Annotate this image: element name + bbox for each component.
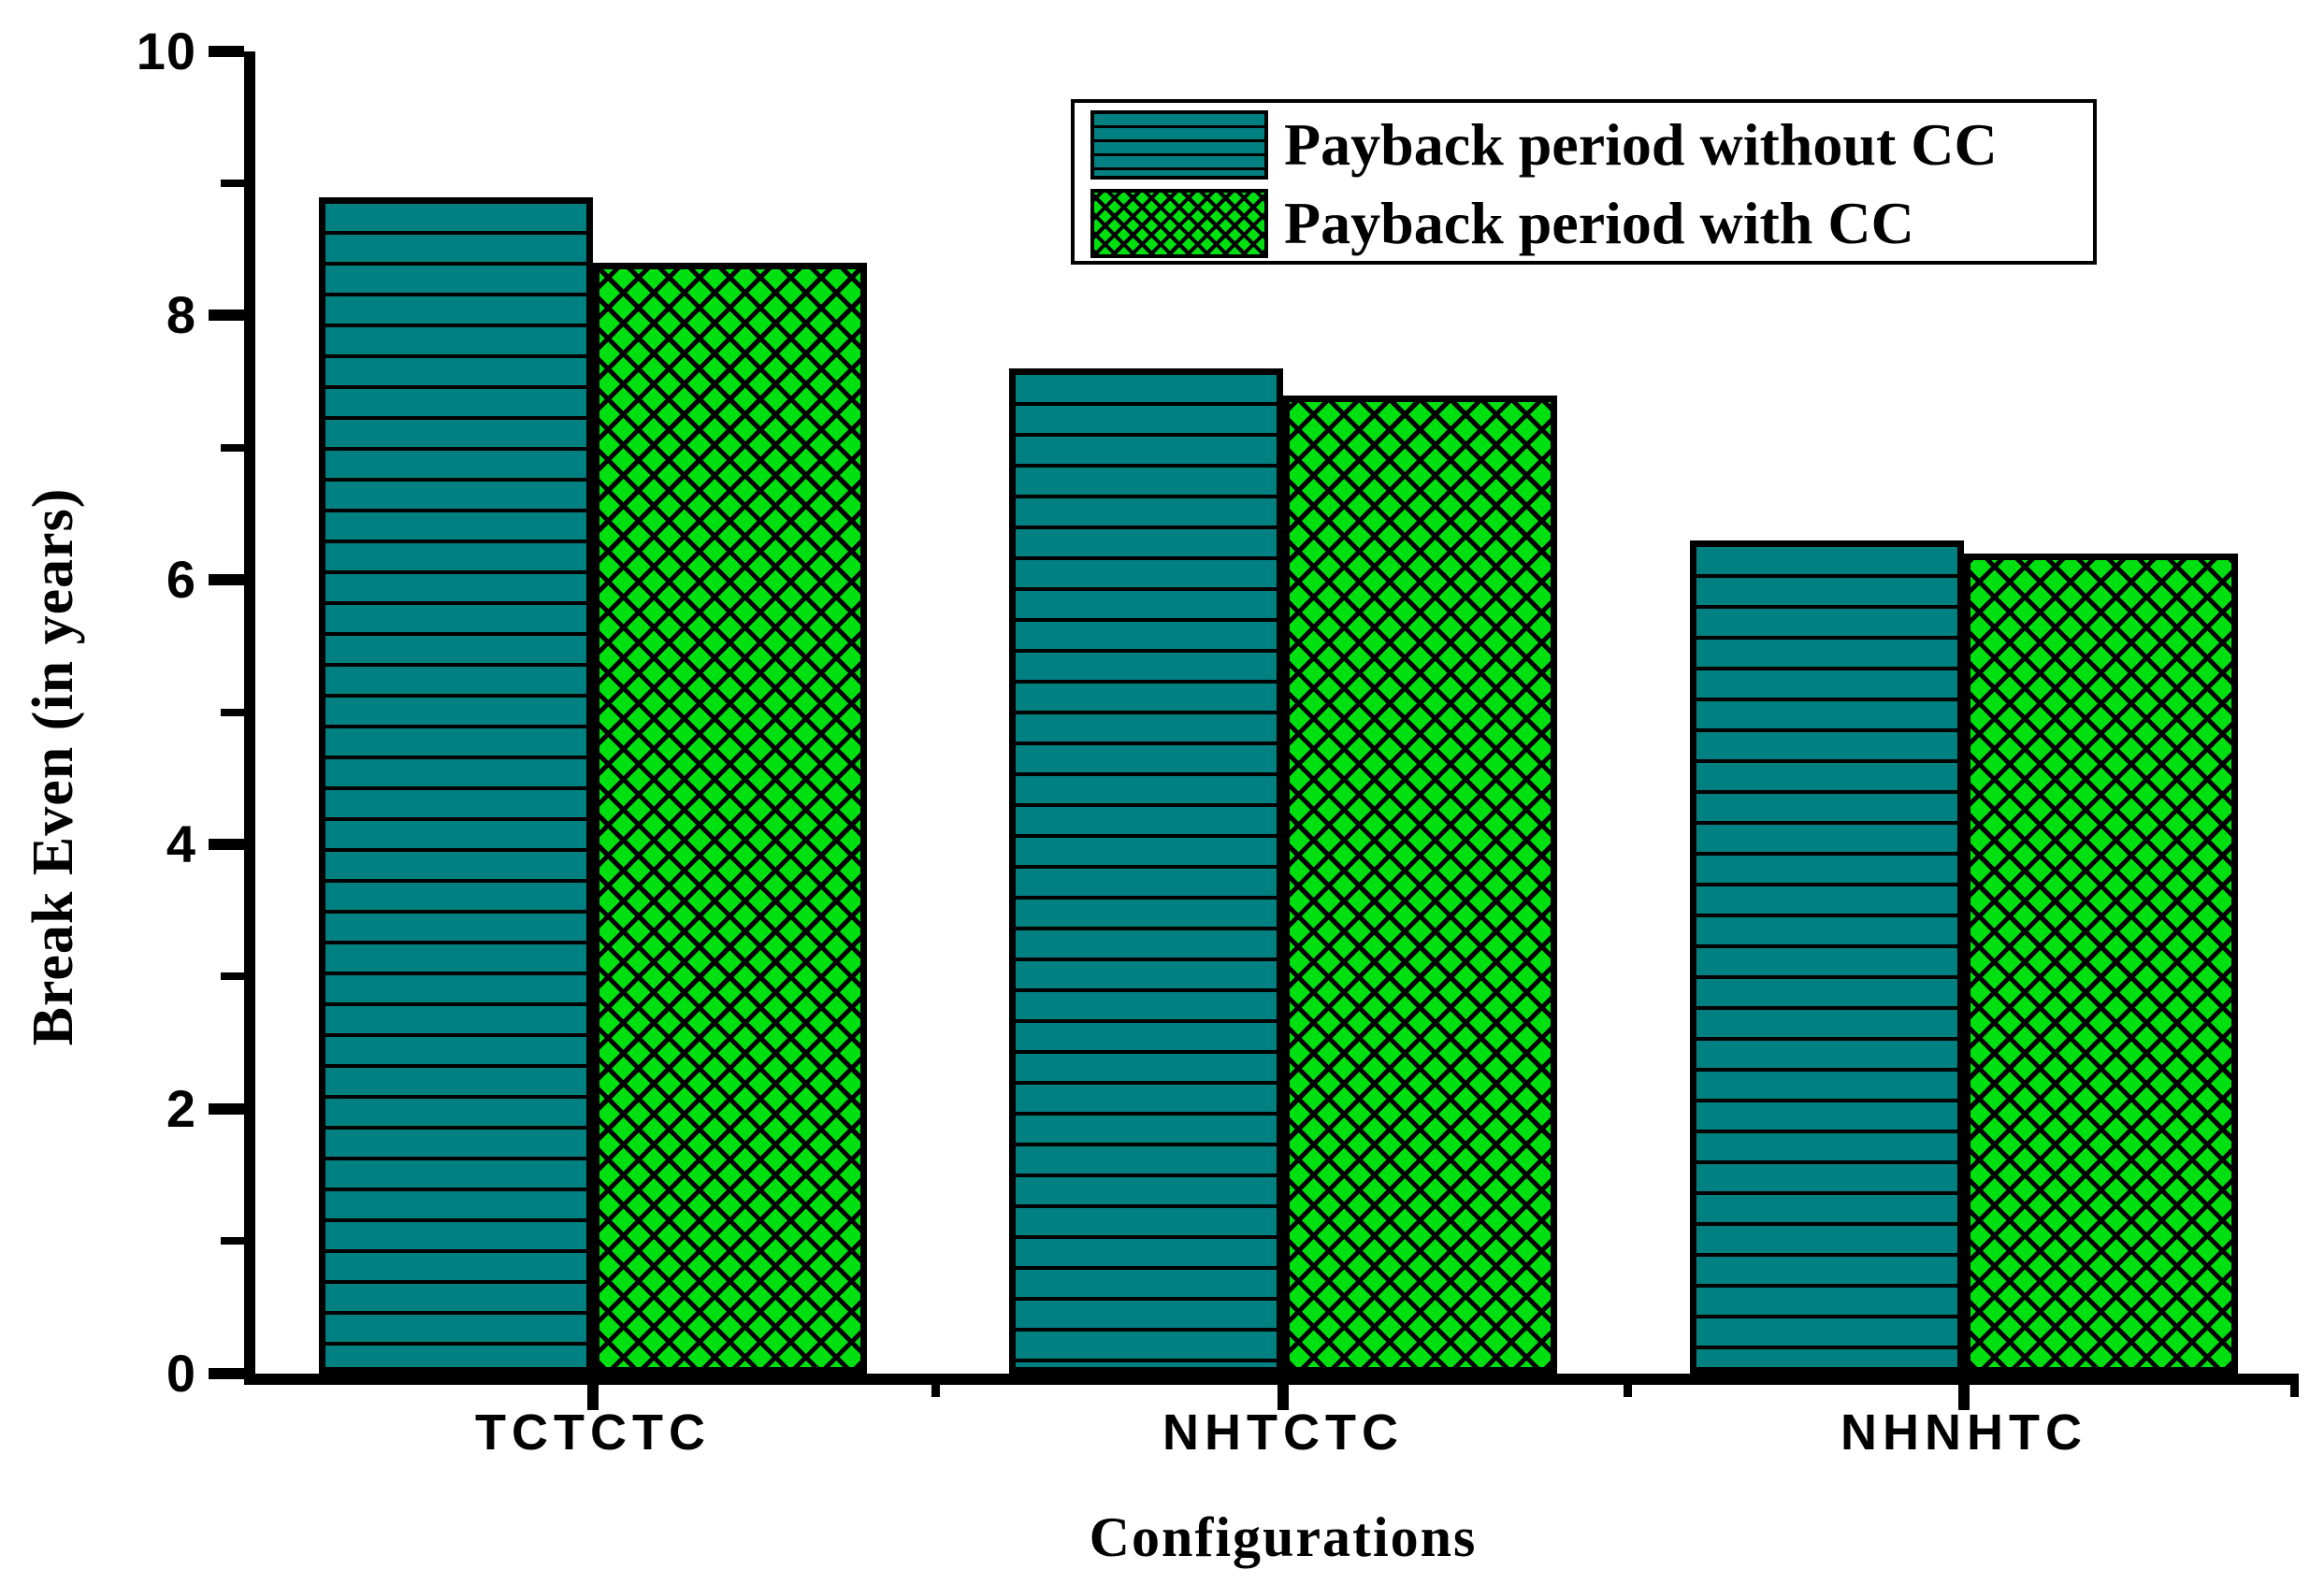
legend-entry-without-cc: Payback period without CC [1090,110,2093,180]
y-tick-label: 8 [166,285,196,344]
x-axis-title: Configurations [1089,1506,1478,1568]
y-minor-tick [221,444,244,452]
y-major-tick [209,574,244,585]
bar-with-cc-tctctc [593,263,867,1374]
y-major-tick [209,839,244,850]
y-tick-label: 10 [136,22,196,80]
y-minor-tick [221,972,244,980]
x-major-tick [1958,1385,1970,1410]
legend-swatch-without-cc [1090,110,1268,180]
legend-label-with-cc: Payback period with CC [1284,190,1914,256]
y-major-tick [209,46,244,57]
bar-group-tctctc [319,51,867,1374]
x-minor-tick [2290,1385,2299,1397]
bar-without-cc-nhnhtc [1690,540,1964,1374]
y-major-tick [209,1103,244,1115]
legend-swatch-with-cc [1090,189,1268,258]
x-major-tick [1277,1385,1289,1410]
y-tick-label: 6 [166,550,196,609]
y-minor-tick [221,180,244,187]
legend-entry-with-cc: Payback period with CC [1090,189,2093,258]
x-minor-tick [931,1385,940,1397]
bar-group-nhtctc [1009,51,1557,1374]
y-axis-title: Break Even (in years) [22,487,85,1046]
bar-with-cc-nhtctc [1283,396,1557,1374]
x-tick-label-nhnhtc: NHNHTC [1840,1404,2087,1461]
y-minor-tick [221,709,244,716]
y-tick-label: 4 [166,814,196,873]
plot-area [244,51,2299,1385]
bar-without-cc-nhtctc [1009,368,1283,1374]
y-minor-tick [221,1237,244,1245]
legend-label-without-cc: Payback period without CC [1284,111,1998,178]
y-major-tick [209,310,244,321]
x-tick-label-tctctc: TCTCTC [475,1404,711,1461]
x-tick-label-nhtctc: NHTCTC [1162,1404,1404,1461]
x-major-tick [587,1385,599,1410]
y-tick-label: 0 [166,1344,196,1403]
bar-with-cc-nhnhtc [1964,554,2238,1374]
y-tick-label: 2 [166,1079,196,1138]
y-major-tick [209,1368,244,1379]
bar-group-nhnhtc [1690,51,2238,1374]
bar-without-cc-tctctc [319,197,593,1374]
x-minor-tick [1624,1385,1632,1397]
legend: Payback period without CC Payback period… [1071,99,2097,265]
